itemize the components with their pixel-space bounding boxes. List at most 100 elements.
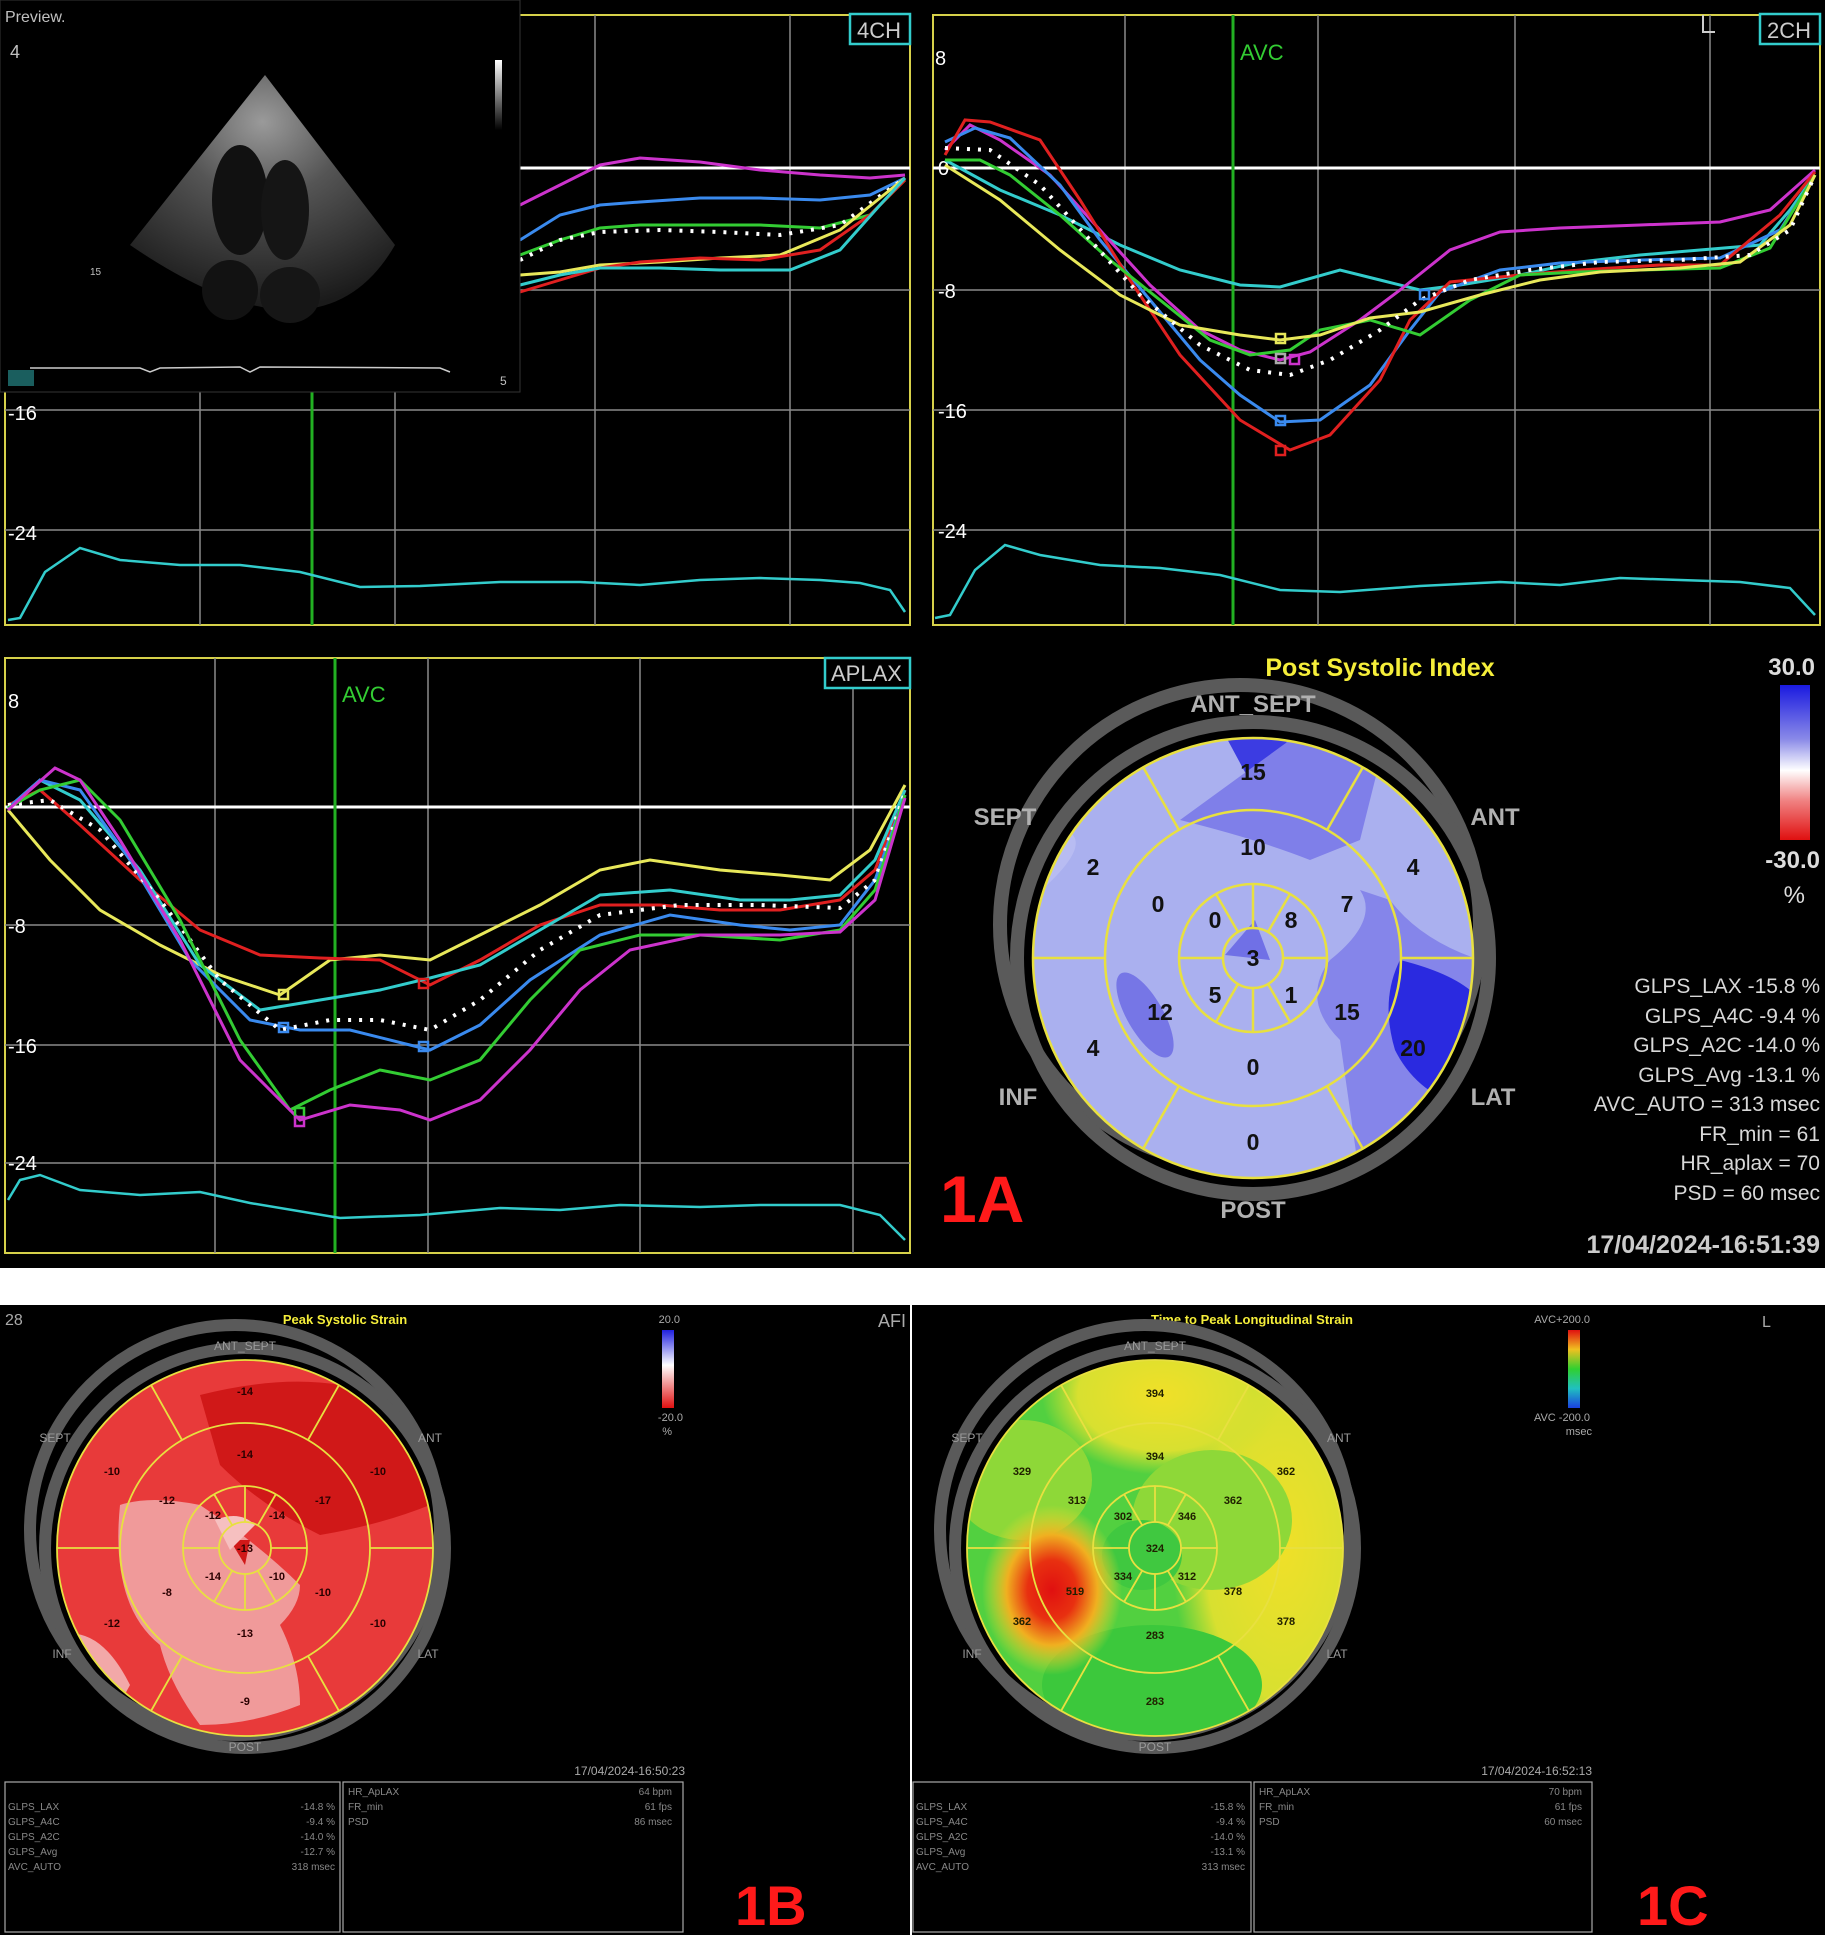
dir-1b-sept: SEPT	[39, 1431, 71, 1445]
seg-1a-ant-sept-basal: 15	[1240, 759, 1266, 785]
dir-1b-ant: ANT	[418, 1431, 443, 1445]
timestamp-1a: 17/04/2024-16:51:39	[1586, 1231, 1820, 1259]
dir-1c-ant-sept: ANT_SEPT	[1124, 1339, 1187, 1353]
seg-1c-inf-basal: 362	[1013, 1616, 1031, 1628]
scale-1c-min: AVC -200.0	[1534, 1412, 1590, 1424]
seg-1b-sept-mid: -12	[159, 1495, 175, 1507]
table-1b-value-0: -14.8 %	[301, 1802, 336, 1813]
table-1c-label-3: GLPS_Avg	[916, 1847, 965, 1858]
panel-1b-label: 1B	[735, 1874, 807, 1935]
panel-1a-svg: -16 -24 4CH	[0, 0, 1822, 1259]
stat-avc-auto: AVC_AUTO = 313 msec	[1593, 1093, 1820, 1116]
preview-depth-tick: 15	[90, 267, 102, 278]
table-1c-rvalue-2: 60 msec	[1544, 1817, 1582, 1828]
table-1b-value-1: -9.4 %	[306, 1817, 335, 1828]
seg-1a-post-mid: 0	[1247, 1054, 1260, 1080]
seg-1a-ant-apex: 8	[1285, 907, 1298, 933]
scale-1b-unit: %	[662, 1426, 672, 1438]
ylabel-4ch-neg16: -16	[8, 403, 37, 425]
seg-1c-inf-apex: 334	[1114, 1571, 1133, 1583]
tag-aplax: APLAX	[831, 661, 902, 686]
dir-1a-lat: LAT	[1471, 1084, 1516, 1111]
dir-1c-ant: ANT	[1327, 1431, 1352, 1445]
ylabel-2ch-neg16: -16	[938, 401, 967, 423]
scale-1c-max: AVC+200.0	[1534, 1314, 1590, 1326]
table-1c-value-1: -9.4 %	[1216, 1817, 1245, 1828]
seg-1c-ant-sept-basal: 394	[1146, 1388, 1165, 1400]
ylabel-aplax-neg16: -16	[8, 1036, 37, 1058]
table-1b-rlabel-0: HR_ApLAX	[348, 1787, 399, 1798]
table-1c-value-3: -13.1 %	[1211, 1847, 1246, 1858]
seg-1c-post-basal: 283	[1146, 1696, 1164, 1708]
graph-aplax: AVC 8 -8 -16 -24 APLAX	[4, 656, 912, 1254]
echo-preview: Preview. 4 15 5	[0, 0, 521, 393]
seg-1a-inf-apex: 5	[1209, 982, 1222, 1008]
corner-marker-icon	[1702, 15, 1715, 33]
seg-1c-ant-basal: 362	[1277, 1466, 1295, 1478]
table-1c-rlabel-1: FR_min	[1259, 1802, 1294, 1813]
bullseye-1a: 15 10 2 0 0 4 7 8 3 4 12 5 0 0 15 20 1 A…	[940, 654, 1820, 1259]
seg-1c-ant-apex: 346	[1178, 1511, 1196, 1523]
seg-1a-sept-basal: 2	[1087, 854, 1100, 880]
corner-1b: 28	[5, 1312, 23, 1329]
avc-label-2ch: AVC	[1240, 40, 1284, 65]
seg-1b-ant-apex: -14	[269, 1510, 286, 1522]
seg-1c-sept-basal: 329	[1013, 1466, 1031, 1478]
table-1c-value-0: -15.8 %	[1211, 1802, 1246, 1813]
table-1c-label-2: GLPS_A2C	[916, 1832, 968, 1843]
table-1b-label-3: GLPS_Avg	[8, 1847, 57, 1858]
seg-1a-sept-apex: 0	[1209, 907, 1222, 933]
corner-1c: L	[1762, 1314, 1771, 1331]
dir-1b-post: POST	[229, 1740, 262, 1754]
preview-scale: 5	[500, 374, 507, 388]
dir-1a-post: POST	[1220, 1197, 1286, 1224]
seg-1b-inf-mid: -8	[162, 1587, 172, 1599]
stat-glps-a4c: GLPS_A4C -9.4 %	[1644, 1004, 1820, 1028]
greyscale-bar	[495, 60, 502, 130]
table-1c-value-2: -14.0 %	[1211, 1832, 1246, 1843]
table-1b-rvalue-2: 86 msec	[634, 1817, 672, 1828]
preview-depth: 4	[10, 42, 20, 62]
seg-1a-lat-basal: 20	[1400, 1035, 1426, 1061]
dir-1a-ant: ANT	[1470, 804, 1520, 831]
graph-aplax-grid	[5, 658, 910, 1253]
afi-label: AFI	[878, 1311, 906, 1331]
ylabel-2ch-neg8: -8	[938, 281, 956, 303]
bullseye-1a-title: Post Systolic Index	[1265, 654, 1494, 682]
seg-1b-inf-apex: -14	[205, 1571, 222, 1583]
stat-hr-aplax: HR_aplax = 70	[1680, 1152, 1820, 1175]
dir-1c-inf: INF	[962, 1647, 981, 1661]
seg-1c-ant-mid: 362	[1224, 1495, 1242, 1507]
table-1b-label-4: AVC_AUTO	[8, 1862, 61, 1873]
panel-1a-label: 1A	[940, 1162, 1024, 1236]
table-1c-rvalue-0: 70 bpm	[1549, 1787, 1582, 1798]
dir-1b-ant-sept: ANT_SEPT	[214, 1339, 277, 1353]
seg-1b-inf-basal: -12	[104, 1618, 120, 1630]
seg-1b-lat-apex: -10	[269, 1571, 285, 1583]
stat-psd: PSD = 60 msec	[1673, 1181, 1820, 1205]
dir-1c-sept: SEPT	[951, 1431, 983, 1445]
seg-1c-lat-basal: 378	[1277, 1616, 1295, 1628]
ylabel-2ch-0: 0	[938, 158, 949, 180]
seg-1b-post-basal: -9	[240, 1696, 250, 1708]
timestamp-1b: 17/04/2024-16:50:23	[574, 1764, 685, 1778]
avc-label-aplax: AVC	[342, 682, 386, 707]
seg-1a-apex: 3	[1247, 945, 1260, 971]
seg-1c-lat-mid: 378	[1224, 1586, 1242, 1598]
seg-1b-ant-basal: -10	[370, 1466, 386, 1478]
panel-1b: 28 AFI Peak Systolic Strain -14	[0, 1305, 910, 1935]
color-scale-1c	[1568, 1330, 1580, 1408]
seg-1a-ant-sept-mid: 10	[1240, 834, 1266, 860]
seg-1a-lat-apex: 1	[1285, 982, 1298, 1008]
dir-1c-post: POST	[1139, 1740, 1172, 1754]
seg-1c-ant-sept-mid: 394	[1146, 1451, 1165, 1463]
seg-1a-inf-basal: 4	[1087, 1035, 1100, 1061]
panel-1c: Time to Peak Longitudinal Strain L	[912, 1305, 1825, 1935]
table-1b-value-4: 318 msec	[292, 1862, 335, 1873]
table-1b-rlabel-1: FR_min	[348, 1802, 383, 1813]
bullseye-1c-title: Time to Peak Longitudinal Strain	[1151, 1312, 1353, 1327]
table-1b-label-2: GLPS_A2C	[8, 1832, 60, 1843]
seg-1c-lat-apex: 312	[1178, 1571, 1196, 1583]
table-1c-label-0: GLPS_LAX	[916, 1802, 967, 1813]
stats-1a: GLPS_LAX -15.8 % GLPS_A4C -9.4 % GLPS_A2…	[1520, 972, 1820, 1208]
